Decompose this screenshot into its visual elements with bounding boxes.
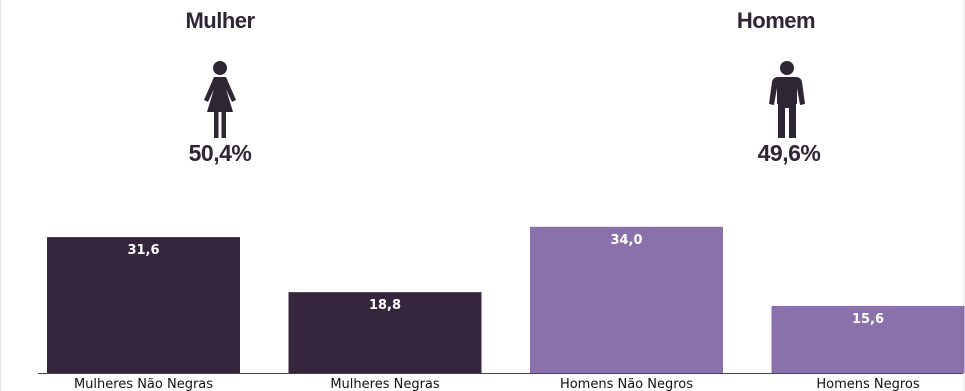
group-title-homem: Homem (736, 8, 816, 33)
bar-3 (771, 305, 965, 373)
share-mulher: 50,4% (188, 140, 252, 166)
bar-value-label-2: 34,0 (610, 233, 642, 248)
x-tick-label-3: Homens Negros (816, 377, 920, 391)
bar-1 (288, 292, 482, 373)
female-person-icon (200, 60, 240, 138)
bar-value-label-3: 15,6 (852, 312, 884, 327)
bar-value-label-0: 31,6 (127, 243, 159, 258)
bar-value-label-1: 18,8 (369, 298, 401, 313)
group-title-mulher: Mulher (185, 8, 255, 33)
x-tick-label-1: Mulheres Negras (330, 377, 440, 391)
male-person-icon (767, 60, 807, 138)
right-border (963, 0, 965, 391)
share-homem: 49,6% (757, 140, 821, 166)
left-border (0, 0, 1, 391)
x-tick-label-2: Homens Não Negros (560, 377, 693, 391)
bar-0 (47, 237, 240, 373)
bar-2 (530, 226, 723, 373)
x-tick-label-0: Mulheres Não Negras (74, 377, 213, 391)
